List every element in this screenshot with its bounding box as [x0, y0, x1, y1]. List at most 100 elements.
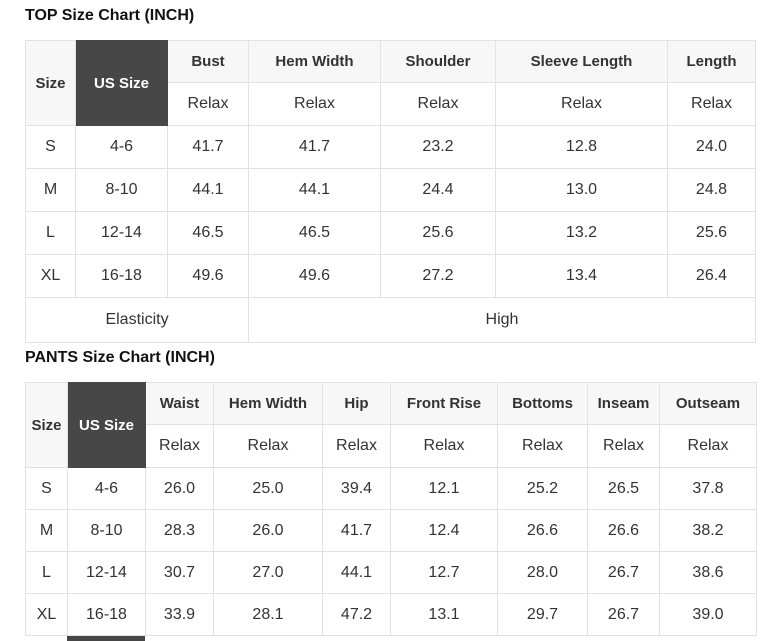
- us-size-cell: 16-18: [75, 254, 168, 298]
- value-cell: 12.7: [390, 551, 498, 594]
- value-cell: 41.7: [322, 509, 391, 552]
- us-size-header-cell: US Size: [67, 382, 146, 468]
- size-cell: XL: [25, 254, 76, 298]
- size-cell: M: [25, 168, 76, 212]
- table-row-xl: XL 16-18 49.6 49.6 27.2 13.4 26.4: [25, 254, 756, 298]
- value-cell: 13.4: [495, 254, 668, 298]
- us-size-header-cell: US Size: [75, 40, 168, 126]
- us-size-cell: 12-14: [67, 551, 146, 594]
- value-cell: 25.2: [497, 467, 588, 510]
- value-cell: 28.1: [213, 593, 323, 636]
- size-cell: L: [25, 211, 76, 255]
- fit-cell: Relax: [322, 424, 391, 468]
- elasticity-row: Elasticity High: [25, 297, 756, 343]
- value-cell: 12.8: [495, 125, 668, 169]
- us-size-cell: 4-6: [75, 125, 168, 169]
- column-header: Front Rise: [390, 382, 498, 425]
- value-cell: 13.1: [390, 593, 498, 636]
- value-cell: 27.0: [213, 551, 323, 594]
- column-header: Outseam: [659, 382, 757, 425]
- value-cell: 28.0: [497, 551, 588, 594]
- value-cell: 44.1: [248, 168, 381, 212]
- us-size-cell: 16-18: [67, 593, 146, 636]
- size-cell: L: [25, 551, 68, 594]
- value-cell: 39.0: [659, 593, 757, 636]
- table-row-m: M 8-10 28.3 26.0 41.7 12.4 26.6 26.6 38.…: [25, 509, 757, 552]
- value-cell: 12.4: [390, 509, 498, 552]
- value-cell: 24.4: [380, 168, 496, 212]
- value-cell: 13.2: [495, 211, 668, 255]
- fit-cell: Relax: [248, 82, 381, 126]
- us-size-cell: 8-10: [67, 509, 146, 552]
- value-cell: 37.8: [659, 467, 757, 510]
- column-header: Hip: [322, 382, 391, 425]
- value-cell: 41.7: [248, 125, 381, 169]
- pants-chart-title: PANTS Size Chart (INCH): [25, 349, 215, 366]
- elasticity-label-cell: Elasticity: [25, 297, 249, 343]
- value-cell: 44.1: [322, 551, 391, 594]
- size-cell: M: [25, 509, 68, 552]
- value-cell: 13.0: [495, 168, 668, 212]
- pants-size-table: Size US Size Waist Hem Width Hip Front R…: [25, 382, 757, 636]
- column-header: Hem Width: [213, 382, 323, 425]
- fit-cell: Relax: [167, 82, 249, 126]
- table-row-m: M 8-10 44.1 44.1 24.4 13.0 24.8: [25, 168, 756, 212]
- table-row-xl: XL 16-18 33.9 28.1 47.2 13.1 29.7 26.7 3…: [25, 593, 757, 636]
- column-header: Hem Width: [248, 40, 381, 83]
- size-cell: S: [25, 125, 76, 169]
- value-cell: 39.4: [322, 467, 391, 510]
- value-cell: 26.0: [145, 467, 214, 510]
- value-cell: 26.7: [587, 593, 660, 636]
- value-cell: 28.3: [145, 509, 214, 552]
- value-cell: 44.1: [167, 168, 249, 212]
- fit-cell: Relax: [587, 424, 660, 468]
- size-header-cell: Size: [25, 40, 76, 126]
- fit-cell: Relax: [659, 424, 757, 468]
- value-cell: 29.7: [497, 593, 588, 636]
- fit-cell: Relax: [380, 82, 496, 126]
- column-header: Length: [667, 40, 756, 83]
- top-header-row-labels: Size US Size Bust Hem Width Shoulder Sle…: [25, 40, 756, 126]
- fit-cell: Relax: [213, 424, 323, 468]
- table-row-l: L 12-14 30.7 27.0 44.1 12.7 28.0 26.7 38…: [25, 551, 757, 594]
- value-cell: 26.7: [587, 551, 660, 594]
- top-size-table: Size US Size Bust Hem Width Shoulder Sle…: [25, 40, 756, 343]
- value-cell: 49.6: [167, 254, 249, 298]
- pants-header-row-fit: Relax Relax Relax Relax Relax Relax Rela…: [26, 424, 757, 468]
- column-header: Waist: [145, 382, 214, 425]
- column-header: Bottoms: [497, 382, 588, 425]
- value-cell: 46.5: [248, 211, 381, 255]
- value-cell: 47.2: [322, 593, 391, 636]
- value-cell: 26.6: [497, 509, 588, 552]
- value-cell: 27.2: [380, 254, 496, 298]
- value-cell: 30.7: [145, 551, 214, 594]
- value-cell: 26.5: [587, 467, 660, 510]
- table-row-l: L 12-14 46.5 46.5 25.6 13.2 25.6: [25, 211, 756, 255]
- fit-cell: Relax: [667, 82, 756, 126]
- value-cell: 23.2: [380, 125, 496, 169]
- fit-cell: Relax: [390, 424, 498, 468]
- top-header-row-fit: Relax Relax Relax Relax Relax: [26, 82, 756, 126]
- us-size-cell: 4-6: [67, 467, 146, 510]
- fit-cell: Relax: [145, 424, 214, 468]
- value-cell: 38.2: [659, 509, 757, 552]
- value-cell: 46.5: [167, 211, 249, 255]
- top-chart-title: TOP Size Chart (INCH): [25, 7, 195, 24]
- table-row-s: S 4-6 41.7 41.7 23.2 12.8 24.0: [25, 125, 756, 169]
- pants-header-row-labels: Size US Size Waist Hem Width Hip Front R…: [25, 382, 757, 468]
- value-cell: 33.9: [145, 593, 214, 636]
- value-cell: 26.4: [667, 254, 756, 298]
- fit-cell: Relax: [497, 424, 588, 468]
- column-header: Bust: [167, 40, 249, 83]
- fit-cell: Relax: [495, 82, 668, 126]
- value-cell: 25.0: [213, 467, 323, 510]
- us-size-cell: 12-14: [75, 211, 168, 255]
- table-row-s: S 4-6 26.0 25.0 39.4 12.1 25.2 26.5 37.8: [25, 467, 757, 510]
- value-cell: 26.6: [587, 509, 660, 552]
- us-size-cell: 8-10: [75, 168, 168, 212]
- value-cell: 26.0: [213, 509, 323, 552]
- size-header-cell: Size: [25, 382, 68, 468]
- value-cell: 38.6: [659, 551, 757, 594]
- size-cell: S: [25, 467, 68, 510]
